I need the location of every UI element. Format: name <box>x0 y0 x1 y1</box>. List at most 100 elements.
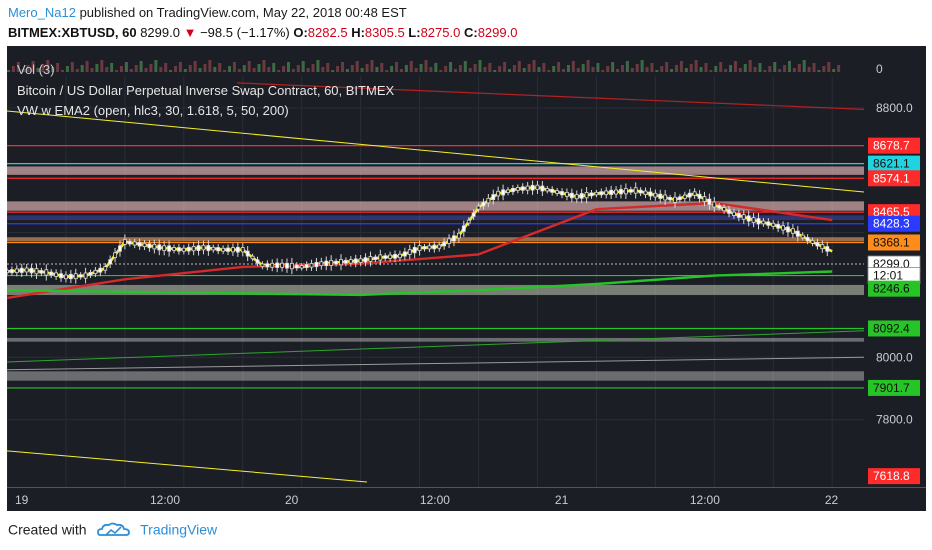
publish-info: published on TradingView.com, May 22, 20… <box>79 5 407 20</box>
author-link[interactable]: Mero_Na12 <box>8 5 76 20</box>
candle-body <box>383 255 388 259</box>
y-tick-label: 7800.0 <box>876 413 913 427</box>
volume-bar <box>576 68 580 72</box>
volume-bars <box>7 60 841 72</box>
tradingview-cloud-icon <box>97 522 131 536</box>
volume-bar <box>213 67 217 72</box>
candle-body <box>736 213 741 218</box>
grey-trendline <box>7 356 864 371</box>
candle-body <box>250 255 255 260</box>
candle-body <box>447 238 451 244</box>
candle-body <box>530 184 535 191</box>
candle-body <box>172 247 176 251</box>
volume-bar <box>586 60 590 72</box>
quote-line: BITMEX:XBTUSD, 60 8299.0 ▼ −98.5 (−1.17%… <box>8 25 517 40</box>
volume-bar <box>503 62 507 72</box>
volume-bar <box>562 69 566 72</box>
volume-bar <box>581 64 585 72</box>
volume-bar <box>404 65 408 72</box>
candle-body <box>437 244 442 249</box>
volume-bar <box>557 62 561 72</box>
candle-body <box>820 244 825 250</box>
volume-bar <box>778 69 782 72</box>
volume-bar <box>277 70 281 72</box>
candle-body <box>34 268 39 275</box>
volume-bar <box>797 64 801 72</box>
price-label: 12:01 <box>873 269 903 283</box>
volume-bar <box>508 69 511 72</box>
candle-body <box>221 247 226 252</box>
volume-bar <box>380 63 384 72</box>
volume-bar <box>7 70 10 72</box>
volume-bar <box>620 65 624 72</box>
volume-bar <box>198 68 202 72</box>
candle-body <box>373 256 378 260</box>
volume-bar <box>26 65 30 72</box>
candle-body <box>565 191 569 197</box>
candle-body <box>687 192 692 198</box>
volume-bar <box>532 60 536 72</box>
volume-bar <box>414 68 418 72</box>
close-value: 8299.0 <box>477 25 518 40</box>
volume-bar <box>807 67 811 72</box>
candle-body <box>663 194 668 201</box>
volume-bar <box>193 61 197 72</box>
volume-bar <box>124 62 128 72</box>
volume-bar <box>792 68 796 72</box>
candle-body <box>206 245 211 252</box>
candle-body <box>324 260 329 267</box>
volume-bar <box>566 65 570 72</box>
candle-body <box>638 189 643 194</box>
price-axis[interactable]: 0 8800.0 8000.0 7800.0 8678.7 8621.1 8574.1 84… <box>864 46 926 487</box>
price-label: 7901.7 <box>873 381 910 395</box>
time-axis[interactable]: 19 12:00 20 12:00 21 12:00 22 <box>7 487 926 511</box>
candle-body <box>196 245 201 251</box>
candles <box>7 180 830 284</box>
candle-body <box>314 261 319 268</box>
chart-pane[interactable]: Vol (3) Bitcoin / US Dollar Perpetual In… <box>7 46 864 487</box>
candle-body <box>216 247 221 252</box>
candle-body <box>623 188 628 195</box>
volume-bar <box>223 70 227 72</box>
volume-bar <box>11 66 15 72</box>
candle-body <box>550 188 555 193</box>
volume-bar <box>670 69 674 72</box>
volume-bar <box>178 62 182 72</box>
volume-bar <box>571 61 575 72</box>
volume-bar <box>345 69 349 72</box>
volume-bar <box>802 60 806 72</box>
volume-bar <box>483 67 487 72</box>
price-label: 8246.6 <box>873 282 910 296</box>
orange-zone <box>7 237 864 242</box>
volume-bar <box>611 62 615 72</box>
candle-body <box>88 272 93 276</box>
volume-bar <box>95 64 99 72</box>
candle-body <box>589 192 594 197</box>
volume-bar <box>341 62 344 72</box>
high-label: H: <box>351 25 365 40</box>
support-zone <box>7 371 864 381</box>
volume-bar <box>183 69 187 72</box>
trendlines <box>7 82 864 483</box>
candle-body <box>786 226 790 233</box>
resistance-zone <box>7 166 864 175</box>
price-label-box <box>868 280 920 297</box>
x-tick-label: 12:00 <box>150 493 180 507</box>
volume-bar <box>311 64 315 72</box>
volume-bar <box>512 65 516 72</box>
volume-bar <box>232 62 236 72</box>
volume-bar <box>282 66 286 72</box>
volume-bar <box>100 60 104 72</box>
candle-body <box>422 246 427 250</box>
candle-body <box>73 273 78 280</box>
candle-body <box>68 273 73 280</box>
candle-body <box>702 196 707 202</box>
volume-bar <box>296 65 300 72</box>
candle-body <box>265 263 270 268</box>
volume-bar <box>75 69 79 72</box>
tradingview-brand-link[interactable]: TradingView <box>140 521 218 538</box>
candle-body <box>240 247 245 253</box>
candle-body <box>805 237 810 242</box>
candle-body <box>456 232 461 239</box>
chart-canvas[interactable]: Vol (3) Bitcoin / US Dollar Perpetual In… <box>7 46 864 487</box>
